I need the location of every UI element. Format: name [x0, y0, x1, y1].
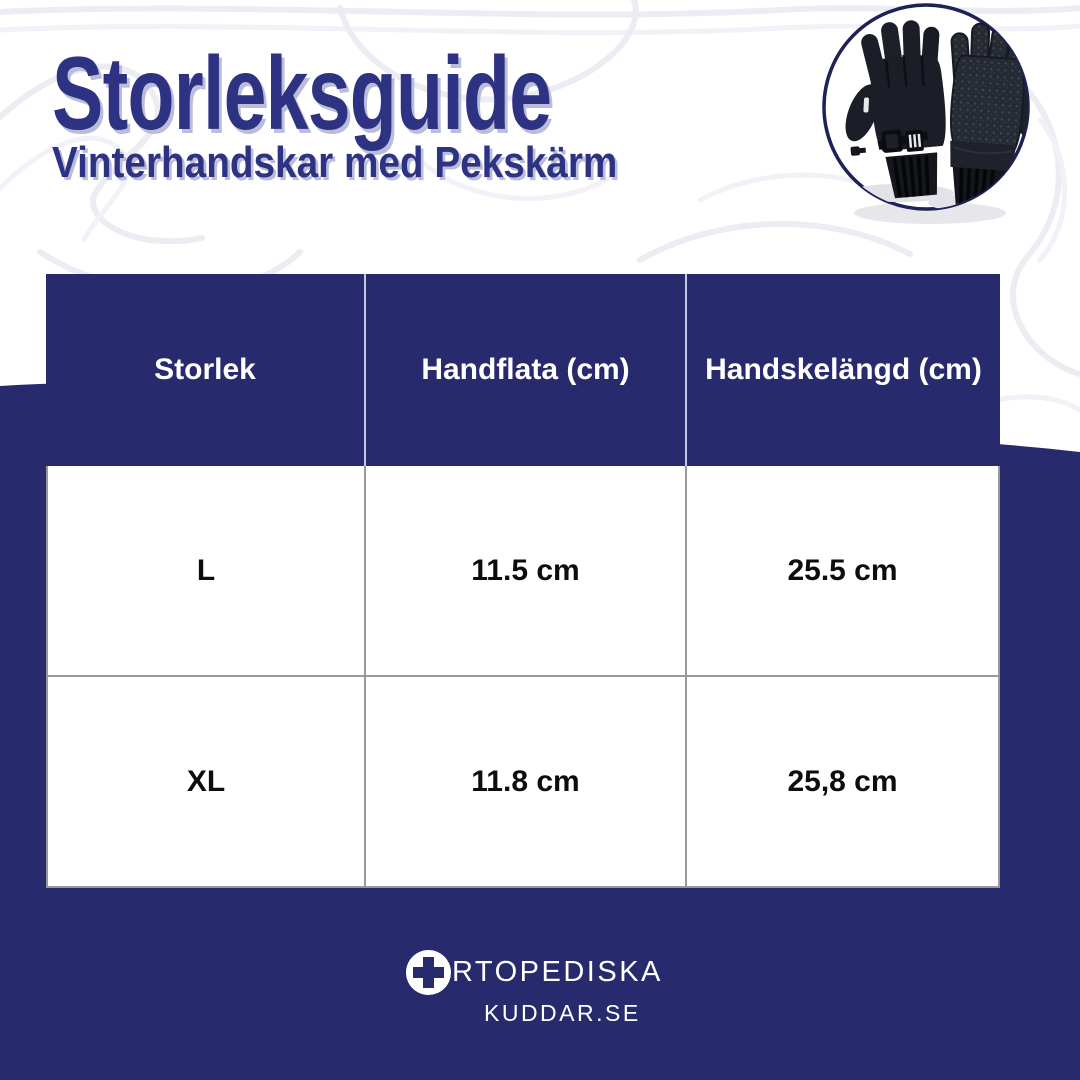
table-header-handflata: Handflata (cm): [366, 274, 687, 466]
cell-size-l: L: [46, 466, 366, 677]
cell-palm-xl: 11.8 cm: [366, 677, 687, 888]
cell-size-xl: XL: [46, 677, 366, 888]
gloves-illustration: [845, 20, 1028, 209]
product-photo-gloves: [822, 3, 1030, 224]
size-guide-table: Storlek Handflata (cm) Handskelängd (cm)…: [46, 274, 1000, 888]
table-header-row: Storlek Handflata (cm) Handskelängd (cm): [46, 274, 1000, 466]
cell-length-l: 25.5 cm: [687, 466, 1000, 677]
badge-drop-shadow: [854, 202, 1006, 224]
table-row-size-l: L 11.5 cm 25.5 cm: [46, 466, 1000, 677]
brand-logo: RTOPEDISKA KUDDAR.SE: [406, 950, 663, 1025]
brand-logo-row: RTOPEDISKA: [406, 950, 663, 995]
page-title: Storleksguide: [52, 36, 552, 152]
table-row-size-xl: XL 11.8 cm 25,8 cm: [46, 677, 1000, 888]
brand-name-text: RTOPEDISKA: [452, 956, 663, 988]
cell-length-xl: 25,8 cm: [687, 677, 1000, 888]
brand-domain-text: KUDDAR.SE: [484, 1000, 641, 1026]
cell-palm-l: 11.5 cm: [366, 466, 687, 677]
cross-horizontal-bar: [413, 967, 444, 978]
table-header-handskelangd: Handskelängd (cm): [705, 353, 982, 386]
table-header-storlek: Storlek: [46, 274, 366, 466]
medical-cross-circle-icon: [406, 950, 451, 995]
page-subtitle: Vinterhandskar med Pekskärm: [52, 138, 618, 187]
